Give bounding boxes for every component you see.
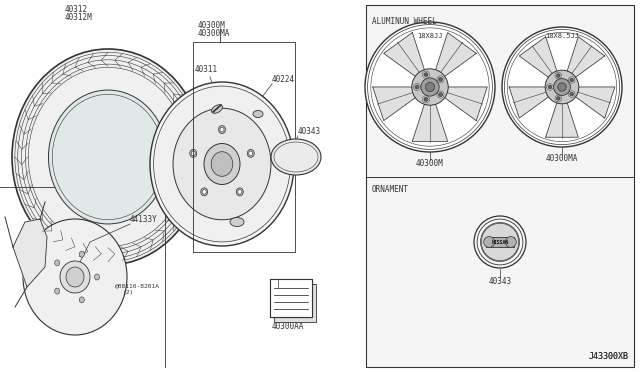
- Circle shape: [548, 85, 552, 89]
- Circle shape: [424, 73, 428, 77]
- Text: 40343: 40343: [488, 277, 511, 286]
- Text: 40300M: 40300M: [416, 159, 444, 168]
- Ellipse shape: [23, 219, 127, 335]
- Ellipse shape: [204, 144, 240, 185]
- Ellipse shape: [54, 288, 60, 294]
- Circle shape: [557, 97, 560, 100]
- Circle shape: [554, 78, 570, 95]
- Text: 40300M: 40300M: [198, 21, 226, 30]
- Polygon shape: [519, 37, 557, 77]
- Circle shape: [426, 83, 435, 92]
- Polygon shape: [445, 87, 487, 121]
- Text: 40311: 40311: [195, 65, 218, 74]
- Bar: [274, 284, 316, 322]
- Text: 40300A: 40300A: [226, 232, 253, 241]
- Text: 40312: 40312: [65, 5, 88, 14]
- Circle shape: [438, 93, 442, 97]
- Ellipse shape: [79, 297, 84, 303]
- Polygon shape: [436, 33, 476, 76]
- Ellipse shape: [249, 151, 253, 155]
- Ellipse shape: [211, 152, 233, 176]
- Text: 40312M: 40312M: [65, 13, 93, 22]
- Circle shape: [365, 22, 495, 152]
- Circle shape: [412, 69, 448, 105]
- Polygon shape: [13, 219, 47, 287]
- Polygon shape: [546, 103, 579, 137]
- Ellipse shape: [154, 86, 291, 242]
- Circle shape: [557, 74, 560, 77]
- Bar: [486, 237, 515, 247]
- Circle shape: [570, 92, 573, 96]
- Text: ORNAMENT: ORNAMENT: [372, 185, 409, 194]
- Ellipse shape: [211, 105, 223, 113]
- Polygon shape: [384, 33, 424, 76]
- Circle shape: [421, 78, 439, 96]
- Circle shape: [506, 237, 516, 247]
- Ellipse shape: [12, 49, 204, 265]
- Ellipse shape: [230, 218, 244, 227]
- Circle shape: [558, 83, 566, 91]
- Ellipse shape: [202, 190, 206, 194]
- Polygon shape: [509, 87, 548, 118]
- Text: ALUMINUN WHEEL: ALUMINUN WHEEL: [372, 17, 436, 26]
- Circle shape: [438, 77, 442, 81]
- Bar: [270, 279, 312, 317]
- Ellipse shape: [49, 90, 168, 224]
- Ellipse shape: [189, 149, 196, 157]
- Ellipse shape: [173, 108, 271, 220]
- Polygon shape: [567, 37, 605, 77]
- Ellipse shape: [220, 127, 224, 132]
- Text: J43300XB: J43300XB: [589, 352, 629, 361]
- Text: 40300MA: 40300MA: [546, 154, 578, 163]
- Text: NISSAN: NISSAN: [492, 240, 509, 244]
- Ellipse shape: [191, 151, 195, 155]
- Ellipse shape: [54, 260, 60, 266]
- Ellipse shape: [79, 251, 84, 257]
- Circle shape: [484, 237, 495, 247]
- Circle shape: [570, 78, 573, 82]
- Text: 40300AA: 40300AA: [272, 322, 305, 331]
- Bar: [366, 5, 634, 367]
- Text: 40224: 40224: [272, 75, 295, 84]
- Text: 40300MA: 40300MA: [198, 29, 230, 38]
- Ellipse shape: [247, 149, 254, 157]
- Ellipse shape: [66, 267, 84, 287]
- Circle shape: [424, 97, 428, 101]
- Text: (2): (2): [123, 290, 134, 295]
- Text: 18X8.5JJ: 18X8.5JJ: [545, 33, 579, 39]
- Circle shape: [545, 70, 579, 104]
- Ellipse shape: [60, 261, 90, 293]
- Polygon shape: [575, 87, 615, 118]
- Ellipse shape: [218, 126, 225, 134]
- Circle shape: [415, 85, 419, 89]
- Ellipse shape: [236, 188, 243, 196]
- Text: 18X8JJ: 18X8JJ: [417, 33, 443, 39]
- Bar: [270, 279, 312, 317]
- Ellipse shape: [201, 188, 208, 196]
- Polygon shape: [412, 104, 447, 141]
- Ellipse shape: [271, 139, 321, 175]
- Ellipse shape: [150, 82, 294, 246]
- Ellipse shape: [253, 110, 263, 118]
- Text: J43300XB: J43300XB: [589, 352, 629, 361]
- Text: 44133Y: 44133Y: [130, 215, 157, 224]
- Ellipse shape: [238, 190, 242, 194]
- Text: 40343: 40343: [298, 127, 321, 136]
- Circle shape: [502, 27, 622, 147]
- Ellipse shape: [95, 274, 99, 280]
- Circle shape: [481, 223, 518, 261]
- Polygon shape: [372, 87, 415, 121]
- Text: @08110-8201A: @08110-8201A: [115, 283, 160, 288]
